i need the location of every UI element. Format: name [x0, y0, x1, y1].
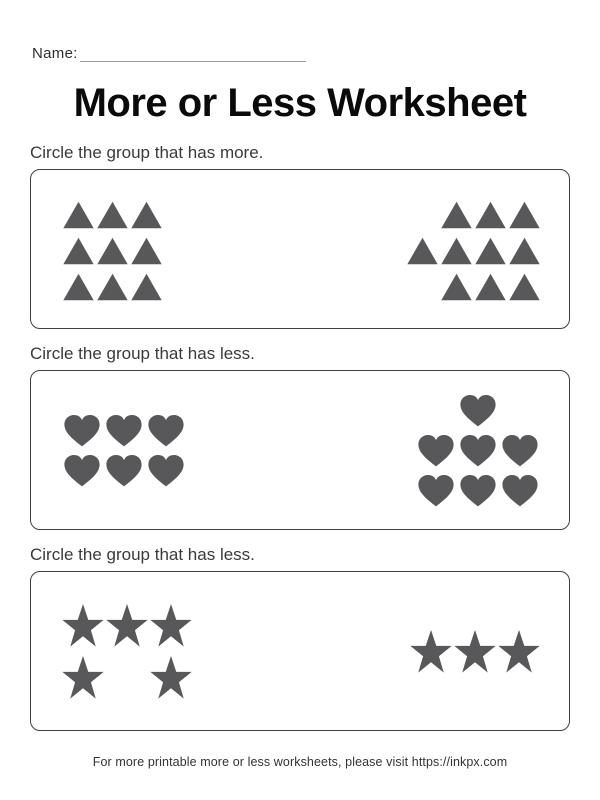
- triangle-icon: [507, 267, 541, 303]
- name-input-line[interactable]: [79, 45, 306, 62]
- shape-group-right[interactable]: [415, 390, 541, 510]
- shape-row: [61, 410, 187, 450]
- shape-row: [61, 267, 163, 303]
- empty-cell: [105, 651, 149, 703]
- shape-row: [415, 390, 541, 430]
- star-icon: [409, 625, 453, 677]
- triangle-icon: [129, 195, 163, 231]
- heart-icon: [499, 470, 541, 510]
- shape-row: [61, 231, 163, 267]
- footer-text: For more printable more or less workshee…: [92, 755, 508, 769]
- triangle-icon: [473, 267, 507, 303]
- shape-group-right[interactable]: [409, 625, 541, 677]
- name-label: Name:: [32, 45, 78, 62]
- star-icon: [149, 599, 193, 651]
- shape-row: [415, 470, 541, 510]
- shape-row: [409, 625, 541, 677]
- shape-group-left[interactable]: [61, 195, 163, 303]
- shape-row: [405, 231, 541, 267]
- page-title: More or Less Worksheet: [73, 81, 527, 125]
- triangle-icon: [473, 195, 507, 231]
- shape-group-left[interactable]: [61, 599, 193, 703]
- star-icon: [497, 625, 541, 677]
- empty-cell: [405, 267, 439, 303]
- triangle-icon: [129, 231, 163, 267]
- heart-icon: [145, 450, 187, 490]
- shapes-box: [30, 571, 570, 731]
- triangle-icon: [439, 195, 473, 231]
- shape-row: [405, 267, 541, 303]
- triangle-icon: [61, 231, 95, 267]
- heart-icon: [457, 430, 499, 470]
- heart-icon: [103, 410, 145, 450]
- heart-icon: [61, 450, 103, 490]
- star-icon: [453, 625, 497, 677]
- heart-icon: [103, 450, 145, 490]
- shape-row: [405, 195, 541, 231]
- heart-icon: [499, 430, 541, 470]
- instruction-text: Circle the group that has less.: [30, 344, 255, 363]
- shape-row: [61, 195, 163, 231]
- name-row: Name:: [32, 42, 570, 62]
- triangle-icon: [405, 231, 439, 267]
- heart-icon: [61, 410, 103, 450]
- shape-row: [415, 430, 541, 470]
- star-icon: [61, 599, 105, 651]
- shape-row: [61, 651, 193, 703]
- triangle-icon: [507, 231, 541, 267]
- triangle-icon: [129, 267, 163, 303]
- shapes-box: [30, 169, 570, 329]
- heart-icon: [145, 410, 187, 450]
- shape-row: [61, 599, 193, 651]
- triangle-icon: [473, 231, 507, 267]
- heart-icon: [457, 390, 499, 430]
- shape-row: [61, 450, 187, 490]
- empty-cell: [405, 195, 439, 231]
- triangle-icon: [95, 231, 129, 267]
- heart-icon: [415, 430, 457, 470]
- triangle-icon: [61, 195, 95, 231]
- triangle-icon: [507, 195, 541, 231]
- empty-cell: [499, 390, 541, 430]
- section-less-stars: Circle the group that has less.: [30, 544, 570, 731]
- triangle-icon: [95, 267, 129, 303]
- shape-group-right[interactable]: [405, 195, 541, 303]
- heart-icon: [415, 470, 457, 510]
- triangle-icon: [95, 195, 129, 231]
- instruction-text: Circle the group that has less.: [30, 545, 255, 564]
- triangle-icon: [439, 267, 473, 303]
- instruction-text: Circle the group that has more.: [30, 143, 264, 162]
- star-icon: [149, 651, 193, 703]
- shapes-box: [30, 370, 570, 530]
- section-more-triangles: Circle the group that has more.: [30, 142, 570, 329]
- triangle-icon: [61, 267, 95, 303]
- star-icon: [105, 599, 149, 651]
- star-icon: [61, 651, 105, 703]
- section-less-hearts: Circle the group that has less.: [30, 343, 570, 530]
- triangle-icon: [439, 231, 473, 267]
- shape-group-left[interactable]: [61, 410, 187, 490]
- heart-icon: [457, 470, 499, 510]
- empty-cell: [415, 390, 457, 430]
